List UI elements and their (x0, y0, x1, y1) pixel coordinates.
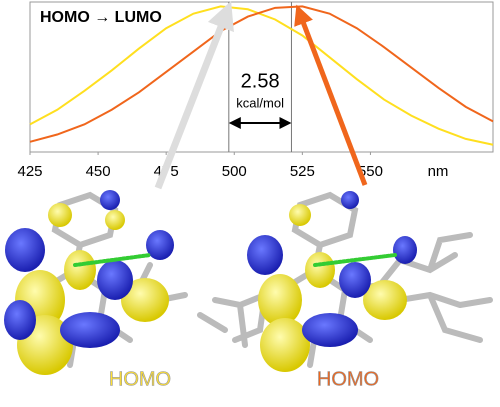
molecule-right (197, 191, 493, 372)
x-axis-label: nm (428, 163, 449, 180)
series-line (29, 5, 494, 143)
molecule-left (4, 190, 188, 375)
x-tick-label: 500 (222, 163, 247, 180)
plot-frame (29, 1, 494, 153)
x-tick-label: 450 (86, 163, 111, 180)
series-line (29, 5, 494, 146)
x-tick-label: 525 (290, 163, 315, 180)
pointer-arrow (154, 0, 234, 190)
panel-label: HOMO (109, 368, 171, 390)
x-tick-label: 550 (358, 163, 383, 180)
gap-unit: kcal/mol (236, 95, 284, 110)
panel-label: HOMO (317, 368, 379, 390)
x-tick-label: 425 (17, 163, 42, 180)
pointer-arrow (294, 4, 368, 186)
annotation: HOMO → LUMO (40, 9, 162, 26)
gap-value: 2.58 (241, 70, 280, 92)
